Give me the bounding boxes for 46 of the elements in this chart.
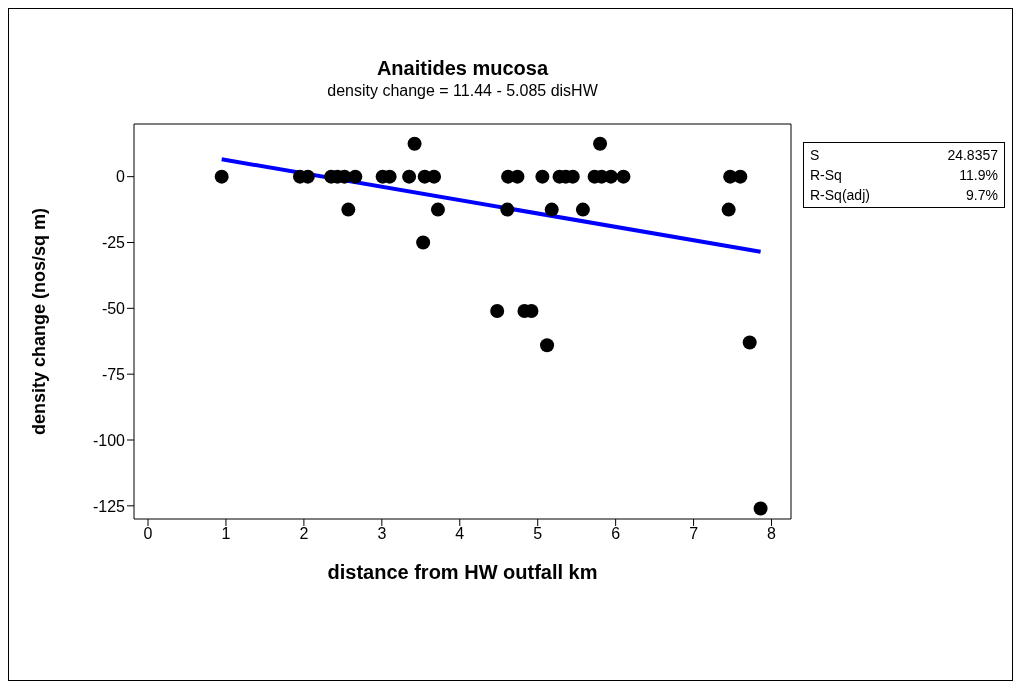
y-tick-label: -25: [101, 234, 126, 252]
point: [721, 202, 736, 217]
y-tick-label: 0: [116, 168, 126, 186]
y-axis-title: density change (nos/sq m): [29, 207, 50, 436]
text: S: [810, 146, 820, 165]
point: [616, 169, 631, 184]
x-tick-label: 3: [377, 525, 387, 543]
point: [214, 169, 229, 184]
x-tick-label: 1: [221, 525, 231, 543]
point: [535, 169, 550, 184]
text: R-Sq: [810, 166, 842, 185]
text: R-Sq(adj): [810, 186, 870, 205]
point: [427, 169, 442, 184]
text: 9.7%: [966, 186, 998, 205]
chart-subtitle: density change = 11.44 - 5.085 disHW: [326, 82, 599, 100]
x-tick-label: 2: [299, 525, 309, 543]
point: [416, 235, 431, 250]
x-axis-title: distance from HW outfall km: [327, 561, 598, 583]
point: [593, 136, 608, 151]
point: [510, 169, 525, 184]
point: [490, 303, 505, 318]
point: [544, 202, 559, 217]
point: [407, 136, 422, 151]
point: [341, 202, 356, 217]
text: 11.9%: [959, 166, 998, 185]
point: [348, 169, 363, 184]
y-tick-label: -100: [92, 431, 126, 449]
point: [575, 202, 590, 217]
y-tick-label: -75: [101, 365, 126, 383]
y-tick-label: -125: [92, 497, 126, 515]
x-tick-label: 7: [689, 525, 699, 543]
point: [733, 169, 748, 184]
x-tick-label: 4: [455, 525, 465, 543]
point: [500, 202, 515, 217]
point: [753, 501, 768, 516]
x-tick-label: 6: [611, 525, 621, 543]
point: [540, 338, 555, 353]
chart-title: Anaitides mucosa: [375, 57, 550, 80]
x-tick-label: 0: [143, 525, 153, 543]
point: [742, 335, 757, 350]
text: 24.8357: [947, 146, 998, 165]
x-tick-label: 8: [767, 525, 777, 543]
x-tick-label: 5: [533, 525, 543, 543]
point: [402, 169, 417, 184]
point: [430, 202, 445, 217]
y-tick-label: -50: [101, 300, 126, 318]
